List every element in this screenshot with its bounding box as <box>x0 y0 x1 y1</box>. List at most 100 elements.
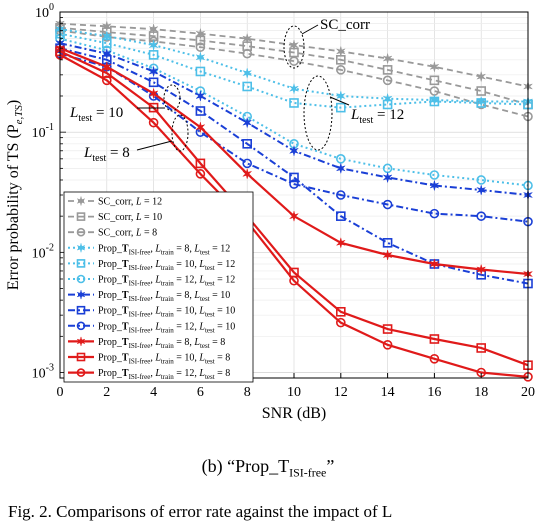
ellipse-ltest-12 <box>303 75 333 151</box>
legend-marker-9 <box>76 336 86 346</box>
legend-label-5: Prop_TISI-free, Ltrain = 12, Ltest = 12 <box>98 275 235 288</box>
series-1-point-8 <box>429 75 440 86</box>
x-tick-label-5: 10 <box>287 385 301 400</box>
legend-label-7: Prop_TISI-free, Ltrain = 10, Ltest = 10 <box>98 306 235 319</box>
legend-marker-2 <box>76 227 86 237</box>
series-line-8 <box>59 52 529 223</box>
series-6-point-7 <box>382 171 393 184</box>
x-axis-label: SNR (dB) <box>262 405 326 422</box>
legend-entry-8: Prop_TISI-free, Ltrain = 12, Ltest = 10 <box>68 321 235 334</box>
legend-marker-3 <box>76 243 86 253</box>
series-1-point-9 <box>476 86 487 96</box>
series-2-point-4 <box>242 48 252 59</box>
series-8-point-6 <box>335 190 346 200</box>
y-tick-label-1: 10-1 <box>32 122 54 141</box>
series-9-point-8 <box>429 257 440 270</box>
x-tick-label-7: 14 <box>381 385 395 400</box>
legend-entry-10: Prop_TISI-free, Ltrain = 10, Ltest = 8 <box>68 353 230 366</box>
series-11-point-7 <box>382 340 393 350</box>
legend-entry-9: Prop_TISI-free, Ltrain = 8, Ltest = 8 <box>68 336 225 350</box>
series-0-point-7 <box>382 52 393 65</box>
series-7-point-5 <box>289 172 299 183</box>
series-0-point-9 <box>476 70 487 83</box>
series-2-point-7 <box>382 75 393 86</box>
legend-entry-6: Prop_TISI-free, Ltrain = 8, Ltest = 10 <box>68 290 230 303</box>
series-8-point-7 <box>382 199 393 210</box>
arrow-ltest-8 <box>136 140 173 151</box>
legend-label-1: SC_corr, L = 10 <box>98 212 162 223</box>
series-3-point-7 <box>382 92 393 105</box>
annotation-ltest-12: Ltest = 12 <box>350 107 404 126</box>
legend-label-8: Prop_TISI-free, Ltrain = 12, Ltest = 10 <box>98 321 235 334</box>
legend-entry-4: Prop_TISI-free, Ltrain = 10, Ltest = 12 <box>68 259 235 272</box>
series-4-point-5 <box>289 98 299 108</box>
series-line-10 <box>59 50 529 367</box>
series-11-point-6 <box>335 317 346 328</box>
series-9-point-4 <box>242 167 253 180</box>
series-line-2 <box>59 29 529 118</box>
legend-label-3: Prop_TISI-free, Ltrain = 8, Ltest = 12 <box>98 243 230 256</box>
legend-entry-11: Prop_TISI-free, Ltrain = 12, Ltest = 8 <box>68 368 230 381</box>
legend-label-11: Prop_TISI-free, Ltrain = 12, Ltest = 8 <box>98 368 230 381</box>
legend-entry-1: SC_corr, L = 10 <box>68 212 162 223</box>
legend-marker-0 <box>76 196 86 206</box>
legend: SC_corr, L = 12 SC_corr, L = 10 SC_corr, L… <box>63 191 254 383</box>
legend-label-0: SC_corr, L = 12 <box>98 197 162 208</box>
y-axis-label: Error probability of TS (Pe,TS) <box>5 100 25 290</box>
series-3-point-4 <box>242 67 253 80</box>
series-10-point-8 <box>429 334 440 344</box>
series-4-point-3 <box>195 66 206 77</box>
series-10-point-6 <box>335 306 346 317</box>
series-line-5 <box>59 37 529 187</box>
series-11-point-3 <box>195 169 206 179</box>
series-10-point-9 <box>476 343 487 353</box>
arrow-ltest-12 <box>329 96 350 106</box>
series-line-1 <box>59 26 529 106</box>
series-6-point-2 <box>148 65 159 78</box>
series-5-point-9 <box>476 175 487 185</box>
legend-entry-7: Prop_TISI-free, Ltrain = 10, Ltest = 10 <box>68 306 235 319</box>
series-3-point-5 <box>288 82 300 95</box>
series-line-7 <box>59 47 529 285</box>
series-6-point-4 <box>242 116 253 129</box>
series-6-point-6 <box>335 162 346 175</box>
series-9-point-7 <box>382 249 393 261</box>
series-10-point-3 <box>195 158 206 169</box>
series-3-point-6 <box>335 90 346 102</box>
series-7-point-4 <box>242 139 252 149</box>
legend-marker-7 <box>76 305 86 315</box>
figure-caption: (b) “Prop_TISI-free” <box>201 456 335 480</box>
x-tick-label-6: 12 <box>334 385 348 400</box>
series-7-point-6 <box>335 211 346 221</box>
legend-label-10: Prop_TISI-free, Ltrain = 10, Ltest = 8 <box>98 353 230 366</box>
x-tick-label-8: 16 <box>427 385 441 400</box>
series-6-point-1 <box>101 47 112 60</box>
legend-entry-5: Prop_TISI-free, Ltrain = 12, Ltest = 12 <box>68 275 235 288</box>
legend-label-6: Prop_TISI-free, Ltrain = 8, Ltest = 10 <box>98 290 230 303</box>
series-4-point-6 <box>335 102 346 113</box>
series-4-point-1 <box>102 38 112 48</box>
arrow-sc-corr <box>301 24 319 35</box>
legend-entry-0: SC_corr, L = 12 <box>68 196 162 208</box>
x-tick-label-0: 0 <box>57 385 64 400</box>
y-tick-label-0: 100 <box>35 2 54 21</box>
series-0 <box>54 17 534 93</box>
series-line-11 <box>59 53 529 378</box>
series-10-point-7 <box>382 324 393 334</box>
series-2-point-5 <box>289 56 299 66</box>
series-7-point-7 <box>382 238 393 248</box>
axis-ticks: 0 2 4 6 8 10 12 14 16 18 20 100 10-1 10-2 10-3 <box>32 2 535 400</box>
series-11-point-8 <box>429 354 440 364</box>
legend-entry-3: Prop_TISI-free, Ltrain = 8, Ltest = 12 <box>68 243 230 256</box>
annotations: SC_corr Ltest = 12 Ltest = 10 Ltest = 8 <box>69 17 404 164</box>
figure-text-line: Fig. 2. Comparisons of error rate agains… <box>8 502 393 521</box>
series-6 <box>54 37 534 201</box>
ellipse-ltest-8 <box>171 114 189 152</box>
series-8-point-8 <box>429 208 440 219</box>
series-3-point-1 <box>101 30 112 43</box>
x-tick-label-2: 4 <box>150 385 157 400</box>
x-tick-label-10: 20 <box>521 385 535 400</box>
y-tick-label-2: 10-2 <box>32 242 54 261</box>
series-layer <box>54 17 534 382</box>
x-tick-label-4: 8 <box>244 385 251 400</box>
